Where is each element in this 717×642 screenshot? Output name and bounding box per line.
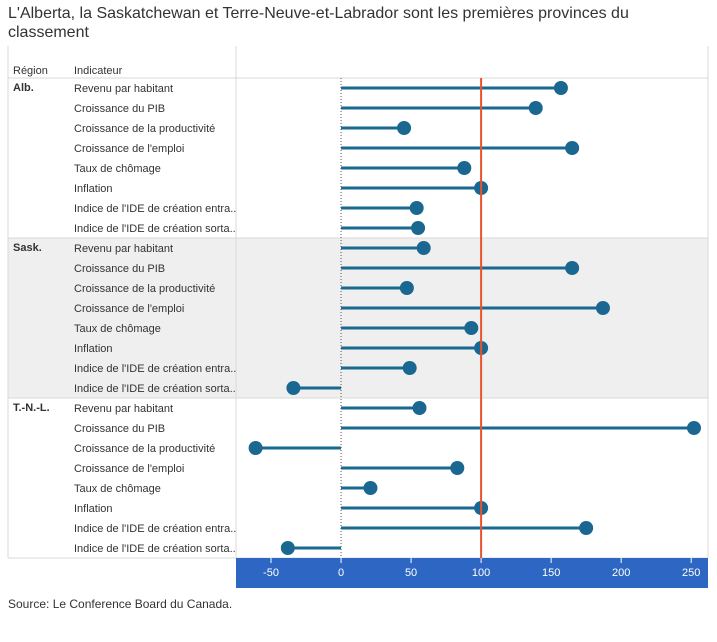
lollipop-point [280,541,295,555]
indicator-label: Croissance du PIB [74,423,165,435]
x-tick-label: 200 [612,567,630,579]
x-tick-label: -50 [263,567,279,579]
indicator-label: Croissance de l'emploi [74,143,184,155]
lollipop-point [409,201,424,215]
lollipop-point [363,481,378,495]
region-column-header: Région [13,65,48,77]
group-shading [8,238,708,398]
indicator-label: Indice de l'IDE de création entra.. [74,363,236,375]
region-label: T.-N.-L. [13,402,50,414]
indicator-label: Croissance du PIB [74,103,165,115]
indicator-label: Inflation [74,503,113,515]
indicator-label: Croissance de la productivité [74,443,215,455]
indicator-label: Indice de l'IDE de création sorta.. [74,543,236,555]
lollipop-point [248,441,263,455]
indicator-label: Inflation [74,183,113,195]
lollipop-point [595,301,610,315]
indicator-label: Taux de chômage [74,163,161,175]
source-note: Source: Le Conference Board du Canada. [8,597,233,611]
indicator-label: Croissance de l'emploi [74,303,184,315]
x-tick-label: 50 [405,567,417,579]
indicator-label: Taux de chômage [74,323,161,335]
indicator-label: Indice de l'IDE de création sorta.. [74,223,236,235]
x-tick-label: 0 [338,567,344,579]
indicator-label: Croissance de la productivité [74,283,215,295]
lollipop-point [565,261,580,275]
indicator-column-header: Indicateur [74,65,123,77]
indicator-label: Croissance du PIB [74,263,165,275]
lollipop-point [402,361,417,375]
indicator-label: Croissance de l'emploi [74,463,184,475]
lollipop-point [286,381,301,395]
lollipop-point [457,161,472,175]
indicator-label: Indice de l'IDE de création sorta.. [74,383,236,395]
lollipop-point [565,141,580,155]
lollipop-point [411,221,426,235]
indicator-label: Revenu par habitant [74,403,173,415]
lollipop-point [528,101,543,115]
lollipop-point [579,521,594,535]
lollipop-point [412,401,427,415]
indicator-label: Croissance de la productivité [74,123,215,135]
lollipop-point [553,81,568,95]
indicator-label: Inflation [74,343,113,355]
region-label: Sask. [13,242,42,254]
lollipop-point [450,461,465,475]
lollipop-point [416,241,431,255]
indicator-label: Revenu par habitant [74,243,173,255]
x-axis-band [236,558,708,588]
lollipop-point [464,321,479,335]
lollipop-point [399,281,414,295]
x-tick-label: 250 [682,567,700,579]
x-tick-label: 100 [472,567,490,579]
indicator-label: Indice de l'IDE de création entra.. [74,523,236,535]
region-label: Alb. [13,82,34,94]
lollipop-point [686,421,701,435]
lollipop-point [397,121,412,135]
indicator-label: Revenu par habitant [74,83,173,95]
indicator-label: Taux de chômage [74,483,161,495]
x-tick-label: 150 [542,567,560,579]
indicator-label: Indice de l'IDE de création entra.. [74,203,236,215]
lollipop-chart: Région Indicateur Alb. Revenu par habitant C… [7,46,709,588]
chart-title: L'Alberta, la Saskatchewan et Terre-Neuv… [8,5,629,41]
